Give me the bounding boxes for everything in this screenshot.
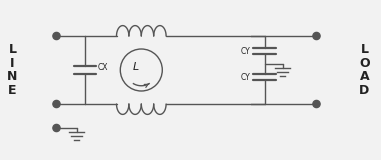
Text: L
O
A
D: L O A D (359, 43, 370, 97)
Circle shape (53, 32, 60, 40)
Text: L
I
N
E: L I N E (7, 43, 18, 97)
Text: CY: CY (241, 72, 250, 81)
Circle shape (313, 32, 320, 40)
Text: L: L (133, 62, 139, 72)
Text: CX: CX (98, 63, 108, 72)
Text: CY: CY (241, 47, 250, 56)
Circle shape (53, 124, 60, 132)
Circle shape (53, 100, 60, 108)
Circle shape (313, 100, 320, 108)
